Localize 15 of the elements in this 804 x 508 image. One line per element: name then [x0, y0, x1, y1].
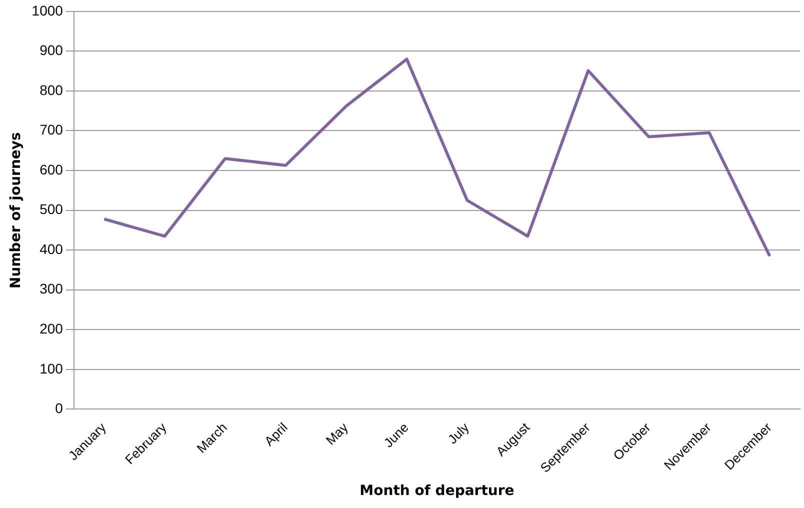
- y-tick-label: 300: [40, 280, 64, 297]
- y-tick-label: 600: [40, 161, 64, 178]
- y-tick-label: 500: [40, 201, 64, 218]
- y-tick-label: 700: [40, 122, 64, 138]
- y-tick-label: 100: [40, 360, 64, 376]
- x-tick-label: July: [444, 419, 472, 447]
- y-tick-label: 900: [40, 42, 64, 58]
- x-axis-title: Month of departure: [360, 483, 514, 500]
- y-tick-label: 0: [55, 400, 64, 416]
- y-tick-label: 200: [40, 320, 64, 336]
- y-tick-label: 800: [40, 82, 64, 98]
- y-axis-title: Number of journeys: [8, 132, 24, 288]
- y-tick-label: 400: [40, 240, 64, 257]
- x-tick-label: May: [322, 419, 352, 448]
- y-tick-label: 1000: [32, 2, 64, 18]
